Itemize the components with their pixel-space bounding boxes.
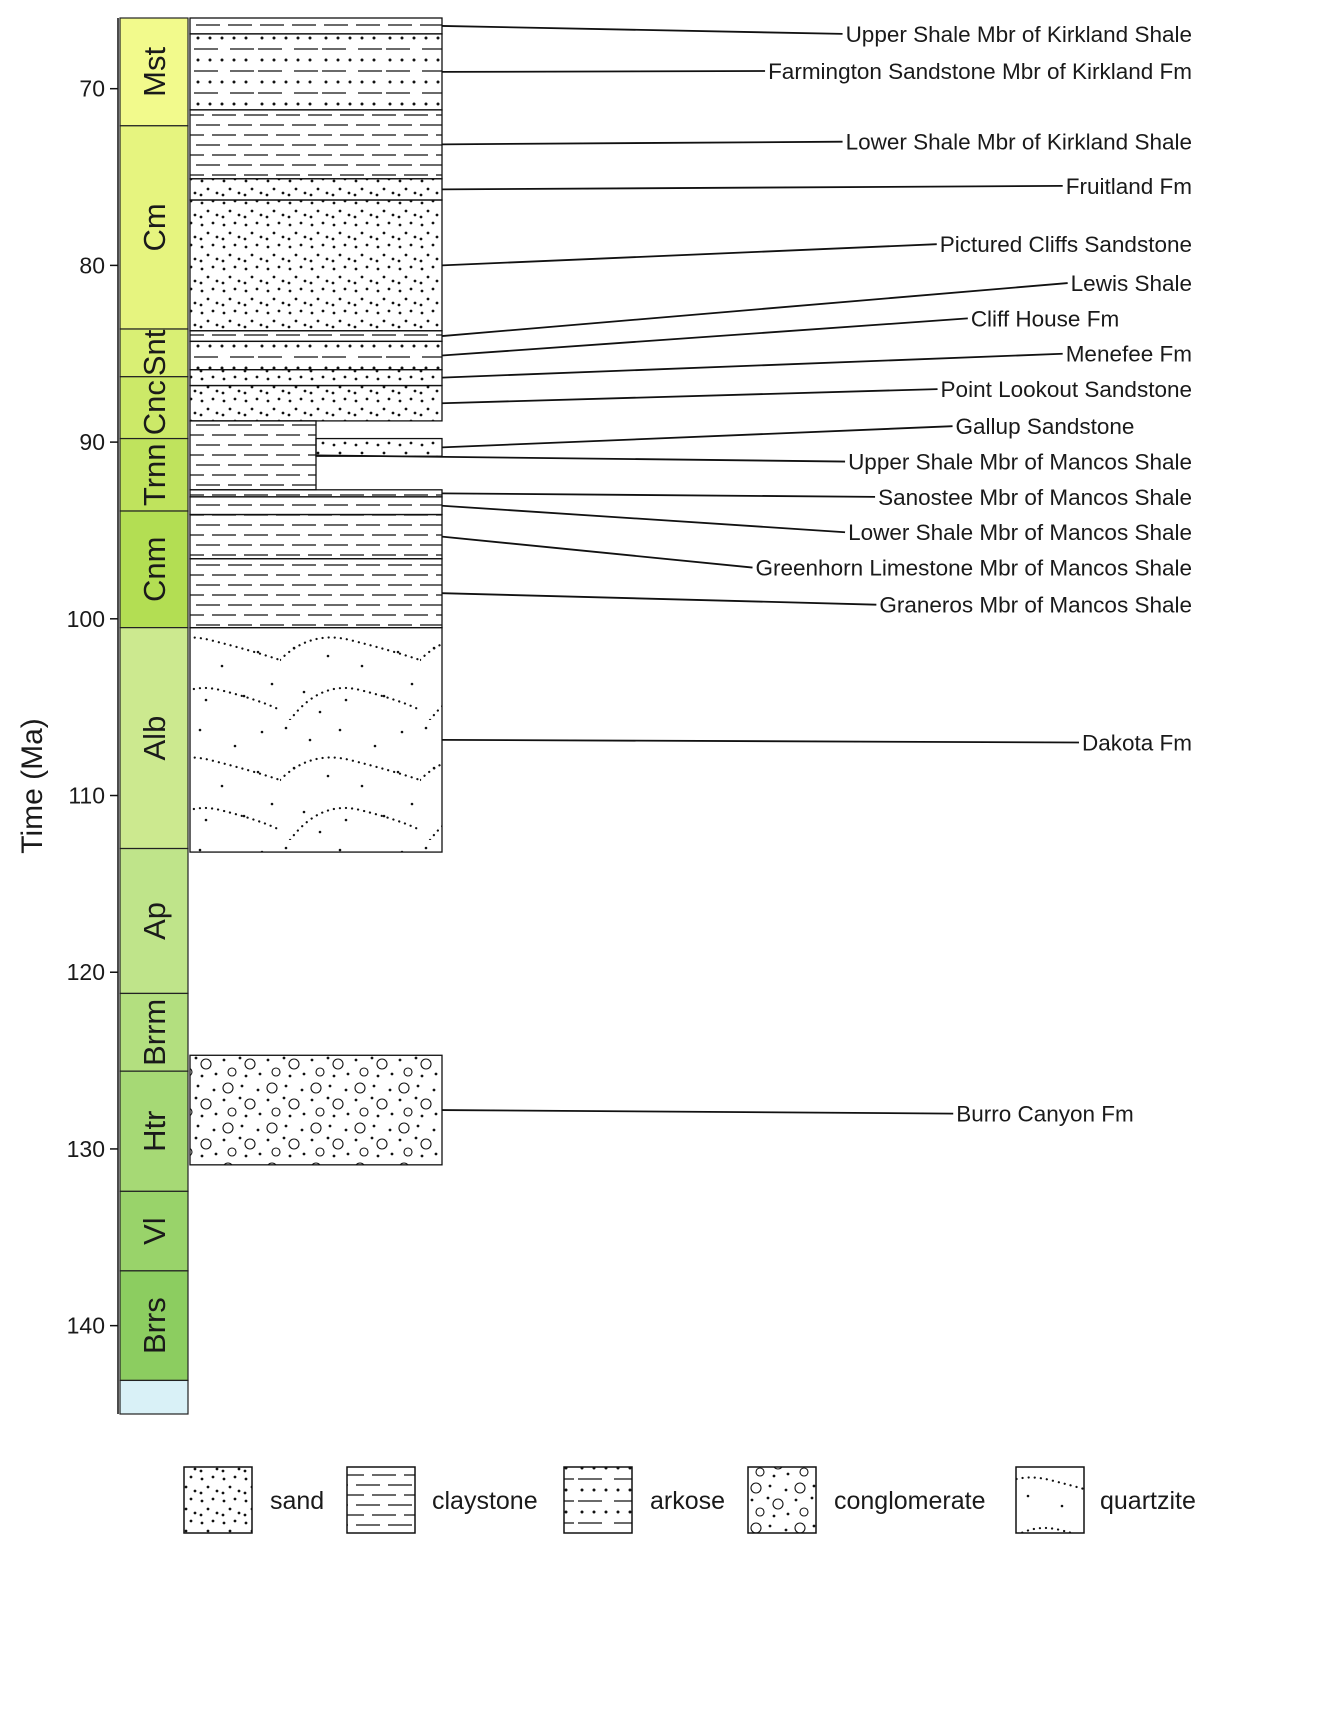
stage-label: Mst	[137, 47, 172, 97]
legend: sand claystone arkose conglomerate quartzite	[183, 1466, 1196, 1534]
unit-label: Upper Shale Mbr of Mancos Shale	[848, 450, 1192, 475]
stage-box	[119, 1270, 189, 1382]
unit-box	[189, 340, 443, 371]
stage-box	[119, 510, 189, 629]
stage-label: Alb	[137, 716, 172, 761]
leader-line	[441, 535, 753, 569]
stage-label: Htr	[137, 1111, 172, 1152]
unit-label: Burro Canyon Fm	[956, 1102, 1134, 1127]
stage-label: Snt	[137, 329, 172, 376]
unit-label: Upper Shale Mbr of Kirkland Shale	[846, 22, 1192, 47]
y-tick-label: 90	[79, 429, 105, 455]
stage-box	[119, 17, 189, 127]
unit-box	[189, 1054, 443, 1166]
unit-box	[189, 489, 443, 498]
y-tick-label: 120	[67, 959, 105, 985]
stage-box	[119, 1190, 189, 1272]
leader-line	[441, 388, 938, 405]
leader-line	[441, 282, 1068, 337]
y-tick-label: 70	[79, 76, 105, 102]
stage-label: Trnn	[137, 443, 172, 506]
unit-box	[189, 178, 443, 201]
stage-label: Brrm	[137, 999, 172, 1066]
unit-box	[315, 437, 443, 457]
unit-labels: Upper Shale Mbr of Kirkland Shale Farming…	[315, 22, 1192, 1127]
unit-label: Farmington Sandstone Mbr of Kirkland Fm	[768, 59, 1192, 84]
unit-box	[189, 558, 443, 629]
stage-box	[119, 1070, 189, 1192]
unit-box	[189, 330, 443, 343]
stage-label: Cnc	[137, 380, 172, 435]
leader-line	[441, 352, 1063, 379]
unit-label: Greenhorn Limestone Mbr of Mancos Shale	[756, 556, 1192, 581]
unit-label: Lewis Shale	[1071, 271, 1192, 296]
stage-label: Cm	[137, 203, 172, 251]
y-tick-label: 100	[67, 606, 105, 632]
leader-line	[441, 592, 877, 606]
unit-box	[189, 626, 443, 853]
lithology-column	[189, 17, 443, 1166]
leader-line	[441, 243, 937, 267]
stage-label: Brrs	[137, 1297, 172, 1354]
unit-box	[189, 513, 443, 560]
y-tick-label: 110	[68, 783, 105, 809]
leader-line	[441, 738, 1079, 744]
stage-box	[119, 847, 189, 995]
unit-box	[189, 17, 443, 35]
y-tick-label: 130	[67, 1136, 105, 1162]
stage-label: Vl	[137, 1217, 172, 1245]
leader-line	[441, 504, 846, 534]
legend-label: claystone	[432, 1487, 538, 1515]
leader-line	[441, 492, 876, 498]
unit-box	[189, 109, 443, 180]
stage-label: Cnm	[137, 537, 172, 602]
legend-label: conglomerate	[834, 1487, 985, 1515]
y-axis-title: Time (Ma)	[16, 718, 49, 854]
unit-label: Dakota Fm	[1082, 731, 1192, 756]
unit-label: Lower Shale Mbr of Mancos Shale	[848, 520, 1192, 545]
leader-line	[441, 317, 968, 357]
legend-swatch	[346, 1466, 416, 1534]
stage-box	[119, 1379, 189, 1415]
legend-swatch	[183, 1466, 253, 1534]
legend-label: sand	[270, 1487, 324, 1515]
legend-swatch	[747, 1466, 817, 1534]
leader-line	[441, 184, 1063, 191]
leader-line	[441, 140, 843, 146]
unit-label: Sanostee Mbr of Mancos Shale	[878, 485, 1192, 510]
unit-label: Graneros Mbr of Mancos Shale	[879, 593, 1192, 618]
stage-column: Mst Cm Snt Cnc Trnn Cnm Alb Ap Brrm Htr Vl Brrs	[119, 17, 189, 1415]
unit-box	[189, 199, 443, 332]
leader-line	[441, 25, 843, 35]
y-tick-label: 80	[79, 252, 105, 278]
unit-label: Menefee Fm	[1066, 342, 1192, 367]
y-axis: 70 80 90 100 110 120 130 140	[67, 18, 119, 1414]
unit-label: Point Lookout Sandstone	[941, 377, 1192, 402]
leader-line	[441, 70, 766, 73]
unit-box	[189, 369, 443, 387]
unit-box	[189, 33, 443, 111]
unit-label: Cliff House Fm	[971, 306, 1119, 331]
leader-line	[441, 425, 953, 449]
unit-box	[189, 496, 443, 516]
legend-label: quartzite	[1100, 1487, 1196, 1515]
unit-box	[189, 420, 317, 491]
stage-box	[119, 627, 189, 850]
stage-label: Ap	[137, 902, 172, 940]
legend-swatch	[563, 1466, 633, 1534]
unit-box	[189, 384, 443, 422]
leader-line	[315, 454, 846, 463]
legend-label: arkose	[650, 1487, 725, 1515]
leader-line	[441, 1109, 954, 1115]
stage-box	[119, 992, 189, 1072]
y-tick-label: 140	[67, 1313, 105, 1339]
unit-label: Fruitland Fm	[1066, 174, 1192, 199]
unit-label: Gallup Sandstone	[956, 414, 1135, 439]
legend-swatch	[1015, 1466, 1085, 1534]
unit-label: Lower Shale Mbr of Kirkland Shale	[846, 130, 1192, 155]
unit-label: Pictured Cliffs Sandstone	[940, 232, 1192, 257]
